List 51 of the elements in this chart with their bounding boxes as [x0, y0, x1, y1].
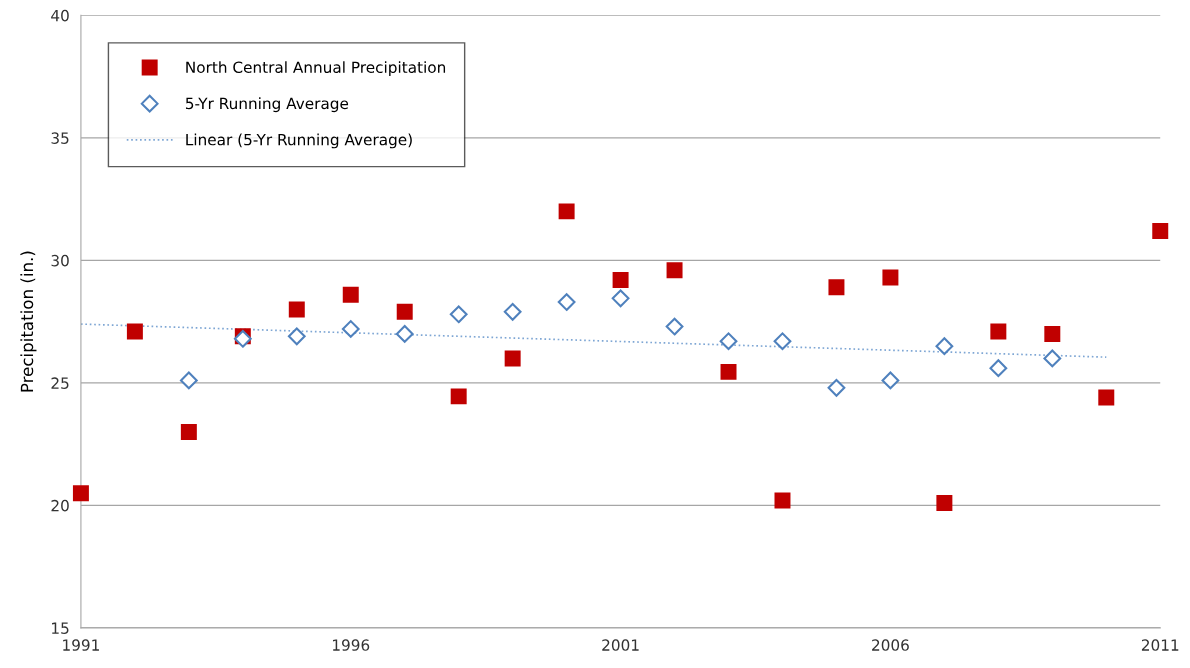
y-axis-title: Precipitation (in.) [20, 251, 37, 392]
legend-label: North Central Annual Precipitation [186, 61, 446, 76]
point [936, 494, 953, 511]
x-tick-label: 1991 [63, 639, 99, 651]
point [827, 378, 846, 397]
point [342, 286, 359, 303]
point [180, 423, 197, 440]
point [72, 485, 89, 502]
y-tick-label: 20 [51, 499, 69, 512]
x-tick-label: 1996 [332, 639, 370, 651]
point [666, 262, 683, 279]
point [1043, 349, 1062, 368]
point [720, 363, 737, 380]
point [774, 492, 791, 509]
point [773, 332, 792, 351]
point [665, 317, 684, 336]
point [719, 332, 738, 351]
point [882, 269, 899, 286]
x-tick-label: 2006 [872, 639, 909, 651]
point [935, 337, 954, 356]
point [611, 289, 630, 308]
legend-label: Linear (5-Yr Running Average) [186, 133, 412, 149]
point [341, 320, 360, 338]
point [1044, 325, 1061, 342]
point [881, 371, 900, 390]
point [503, 302, 522, 321]
point [126, 323, 143, 340]
point [1152, 223, 1169, 239]
point [612, 272, 629, 288]
point [179, 371, 198, 390]
point [396, 303, 413, 320]
point [287, 327, 306, 346]
point [828, 279, 845, 296]
point [450, 388, 467, 405]
point [989, 359, 1008, 378]
x-tick-label: 2001 [602, 639, 639, 651]
legend-label: 5-Yr Running Average [185, 97, 349, 113]
y-tick-label: 40 [51, 9, 69, 22]
point [395, 325, 414, 343]
y-tick-label: 30 [51, 254, 69, 267]
y-tick-label: 15 [52, 622, 69, 634]
point [557, 293, 576, 311]
point [558, 203, 575, 220]
point [288, 301, 305, 318]
point [1098, 389, 1115, 406]
point [990, 323, 1007, 340]
point [504, 350, 521, 367]
y-tick-label: 25 [51, 377, 69, 389]
y-tick-label: 35 [51, 132, 69, 144]
x-tick-label: 2011 [1141, 639, 1179, 651]
point [449, 305, 468, 324]
